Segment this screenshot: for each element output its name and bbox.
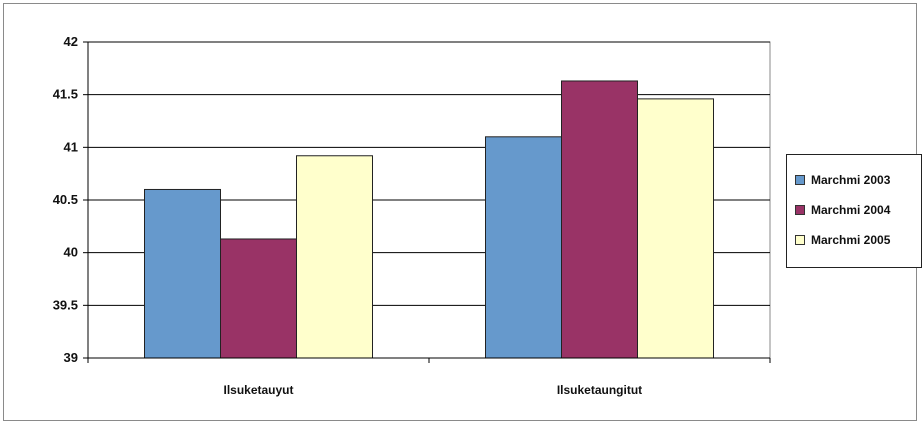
legend-swatch bbox=[795, 235, 805, 245]
legend-label: Marchmi 2004 bbox=[811, 203, 891, 217]
legend-swatch bbox=[795, 205, 805, 215]
bar-3-1 bbox=[296, 155, 373, 359]
x-category-label: Ilsuketauyut bbox=[223, 383, 293, 397]
legend: Marchmi 2003 Marchmi 2004 Marchmi 2005 bbox=[786, 154, 922, 268]
x-category-label: Ilsuketaungitut bbox=[557, 383, 642, 397]
y-tick-label: 42 bbox=[64, 34, 78, 49]
bar-1-2 bbox=[485, 136, 562, 359]
bar-2-2 bbox=[561, 80, 638, 359]
bar-3-2 bbox=[637, 98, 714, 359]
axes: 39 39.5 40 40.5 41 41.5 42 Ilsuketauyut Ilsuketa… bbox=[53, 34, 771, 397]
legend-item: Marchmi 2004 bbox=[795, 202, 890, 218]
y-tick-label: 40 bbox=[64, 245, 78, 260]
legend-label: Marchmi 2003 bbox=[811, 173, 891, 187]
y-tick-label: 39 bbox=[64, 350, 78, 365]
legend-item: Marchmi 2005 bbox=[795, 232, 890, 248]
y-tick-label: 39.5 bbox=[53, 297, 78, 312]
y-tick-label: 41 bbox=[64, 139, 78, 154]
legend-swatch bbox=[795, 175, 805, 185]
y-tick-label: 41.5 bbox=[53, 87, 78, 102]
bars bbox=[144, 80, 714, 359]
y-tick-label: 40.5 bbox=[53, 192, 78, 207]
legend-item: Marchmi 2003 bbox=[795, 172, 890, 188]
legend-label: Marchmi 2005 bbox=[811, 233, 891, 247]
bar-1-1 bbox=[144, 188, 221, 359]
bar-2-1 bbox=[220, 238, 297, 359]
